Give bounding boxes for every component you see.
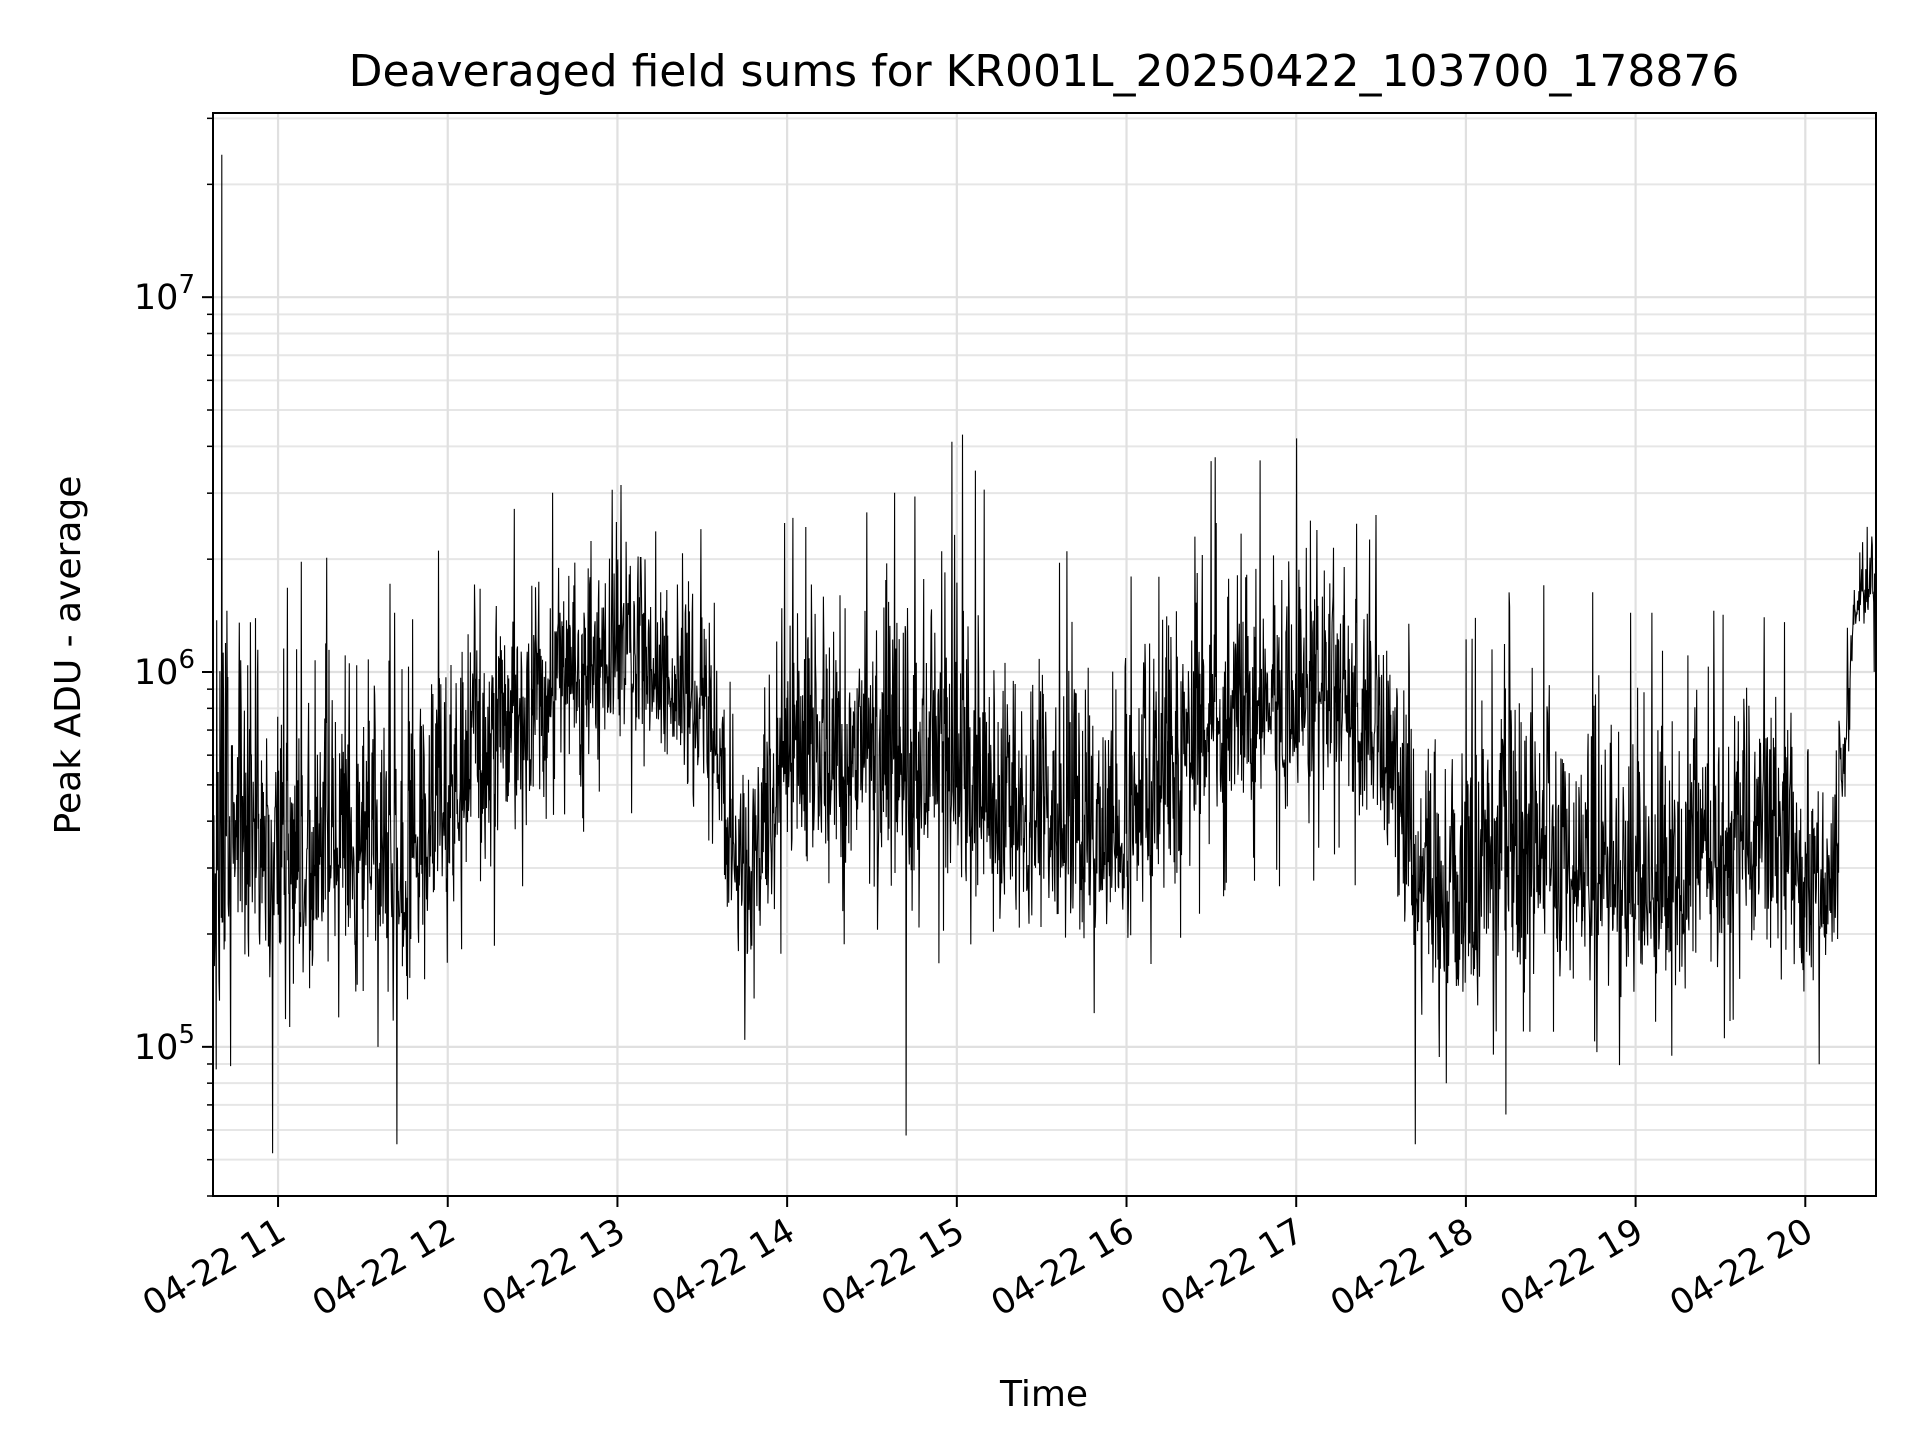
plot-area-frame [212, 112, 1877, 1197]
y-axis-label: Peak ADU - average [48, 476, 89, 835]
y-axis: 105 106 107 [134, 117, 213, 1197]
series-line [212, 154, 1877, 1154]
x-axis-label: Time [999, 1374, 1088, 1415]
y-tick-label: 106 [134, 645, 195, 693]
y-tick-label: 107 [134, 270, 195, 318]
chart-title: Deaveraged field sums for KR001L_2025042… [349, 46, 1740, 97]
series-layer [212, 154, 1877, 1154]
y-tick-label: 105 [134, 1020, 195, 1068]
